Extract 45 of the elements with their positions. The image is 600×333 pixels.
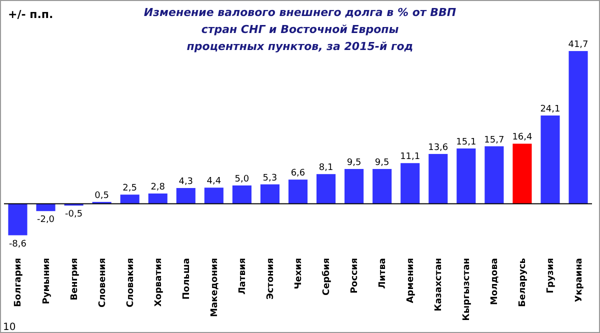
text: 10	[3, 322, 16, 333]
data-label: -8,6	[8, 239, 27, 250]
data-label: 24,1	[540, 104, 560, 115]
x-tick-label: Румыния	[42, 258, 52, 304]
data-label: 13,6	[428, 142, 448, 153]
x-tick-label: Россия	[350, 258, 360, 294]
x-tick-label: Казахстан	[434, 258, 444, 312]
y-axis-title: +/- п.п.	[8, 8, 54, 21]
data-label: -2,0	[36, 215, 55, 226]
x-tick-label: Сербия	[321, 258, 332, 296]
x-tick-label: Кыргызстан	[462, 258, 472, 321]
x-tick-label: Армения	[406, 258, 416, 304]
data-label: 6,6	[290, 168, 306, 179]
data-label: -0,5	[65, 210, 83, 220]
x-tick-label: Литва	[378, 258, 388, 289]
data-label: 2,5	[122, 184, 138, 194]
x-tick-label: Грузия	[546, 258, 556, 294]
data-label: 8,1	[318, 163, 334, 174]
x-tick-label: Словакия	[126, 258, 136, 308]
x-tick-label: Словения	[98, 258, 108, 308]
data-label: 9,5	[346, 158, 362, 168]
x-tick-label: Венгрия	[70, 258, 80, 300]
data-label: 9,5	[374, 158, 390, 168]
data-label: 15,7	[484, 135, 504, 146]
x-tick-label: Молдова	[490, 258, 500, 305]
data-label: 0,5	[94, 190, 109, 201]
data-label: 15,1	[456, 137, 476, 148]
x-tick-label: Украина	[574, 258, 584, 302]
data-label: 11,1	[400, 152, 420, 162]
data-label: 41,7	[568, 40, 588, 50]
x-tick-label: Хорватия	[154, 258, 164, 307]
x-tick-label: Беларусь	[518, 258, 528, 307]
data-label: 5,3	[262, 173, 278, 184]
x-tick-label: Чехия	[294, 258, 304, 290]
x-tick-label: Македония	[210, 258, 220, 317]
x-tick-label: Эстония	[266, 258, 276, 300]
chart-subtitle: процентных пунктов, за 2015-й год	[186, 40, 414, 53]
data-label: 4,3	[178, 177, 194, 188]
data-label: 2,8	[150, 182, 166, 193]
data-label: 5,0	[234, 174, 250, 184]
data-label: 4,4	[206, 176, 222, 187]
data-label: 16,4	[512, 132, 533, 143]
x-tick-label: Латвия	[238, 258, 248, 295]
x-tick-label: Польша	[182, 258, 192, 300]
x-tick-label: Болгария	[14, 258, 24, 307]
